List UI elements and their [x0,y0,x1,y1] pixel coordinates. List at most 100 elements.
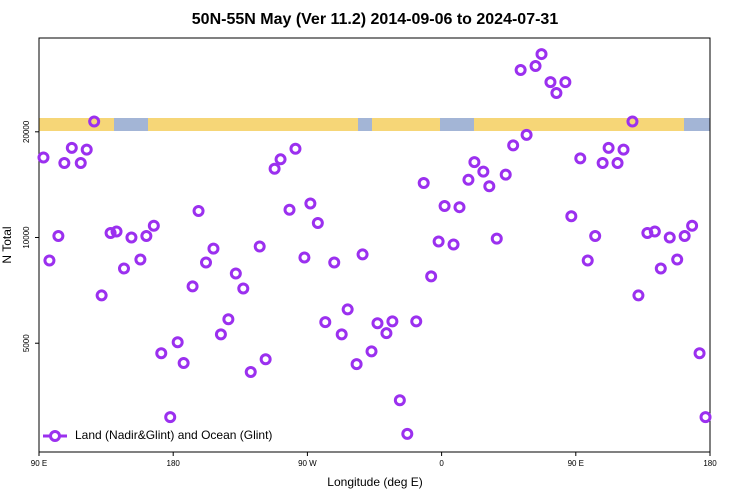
y-axis-label: N Total [0,226,14,263]
scatter-point [417,176,430,189]
scatter-point [177,357,190,370]
scatter-point [632,289,645,302]
scatter-point [328,256,341,269]
x-tick-label: 180 [703,459,717,468]
scatter-point [565,210,578,223]
scatter-point [253,240,266,253]
scatter-point [283,203,296,216]
land-ocean-strip [39,118,710,131]
scatter-point [222,313,235,326]
scatter-point [410,315,423,328]
scatter-point [140,229,153,242]
scatter-point [274,153,287,166]
scatter-point [192,204,205,217]
scatter-point [147,219,160,232]
y-tick-label: 5000 [22,334,31,352]
scatter-point [663,231,676,244]
scatter-point [43,254,56,267]
scatter-point [164,411,177,424]
scatter-point [186,280,199,293]
y-tick-label: 10000 [22,226,31,249]
scatter-point [559,76,572,89]
scatter-point [214,328,227,341]
scatter-point [371,317,384,330]
x-tick-label: 90 W [298,459,317,468]
scatter-point [207,242,220,255]
scatter-point [52,229,65,242]
x-tick-label: 0 [439,459,444,468]
scatter-point [304,197,317,210]
scatter-point [401,427,414,440]
scatter-point [654,262,667,275]
scatter-point [617,143,630,156]
scatter-point [432,235,445,248]
scatter-point [289,142,302,155]
scatter-point [581,254,594,267]
x-tick-label: 90 E [31,459,47,468]
scatter-point [671,253,684,266]
scatter-point [686,219,699,232]
scatter-point [438,199,451,212]
scatter-point [200,256,213,269]
scatter-point [483,180,496,193]
scatter-point [699,411,712,424]
scatter-point [468,156,481,169]
scatter-point [648,225,661,238]
scatter-point [110,225,123,238]
scatter-point [319,316,332,329]
scatter-point [237,282,250,295]
scatter-point [335,328,348,341]
scatter-point [529,59,542,72]
scatter-point [58,157,71,170]
scatter-point [611,157,624,170]
y-tick-label: 20000 [22,120,31,143]
scatter-point [477,165,490,178]
scatter-point [693,347,706,360]
chart-title: 50N-55N May (Ver 11.2) 2014-09-06 to 202… [192,11,559,28]
scatter-point [447,238,460,251]
scatter-point [393,394,406,407]
x-tick-label: 180 [167,459,181,468]
scatter-point [74,157,87,170]
scatter-point [155,347,168,360]
scatter-point [37,151,50,164]
scatter-point [596,157,609,170]
legend-label: Land (Nadir&Glint) and Ocean (Glint) [75,428,272,442]
scatter-point [602,141,615,154]
scatter-point [380,327,393,340]
scatter-point [365,345,378,358]
scatter-point [268,162,281,175]
scatter-point [341,303,354,316]
scatter-point [589,229,602,242]
scatter-point [574,152,587,165]
scatter-point [117,262,130,275]
scatter-point [134,253,147,266]
legend-marker [49,430,61,442]
scatter-point [626,115,639,128]
scatter-point [104,227,117,240]
scatter-point [356,248,369,261]
scatter-point [550,86,563,99]
scatter-point [80,143,93,156]
scatter-point [520,128,533,141]
scatter-point [507,139,520,152]
x-axis-label: Longitude (deg E) [327,475,422,489]
plot-frame [38,37,711,453]
scatter-point [95,289,108,302]
scatter-point [298,251,311,264]
scatter-point [171,336,184,349]
scatter-point [425,270,438,283]
scatter-point [453,201,466,214]
scatter-point [535,48,548,61]
scatter-point [125,231,138,244]
scatter-point [350,358,363,371]
scatter-point [678,229,691,242]
scatter-point [386,315,399,328]
scatter-point [544,76,557,89]
scatter-point [514,63,527,76]
scatter-point [244,365,257,378]
x-tick-label: 90 E [568,459,584,468]
scatter-point [462,173,475,186]
scatter-point [229,267,242,280]
scatter-point [499,168,512,181]
